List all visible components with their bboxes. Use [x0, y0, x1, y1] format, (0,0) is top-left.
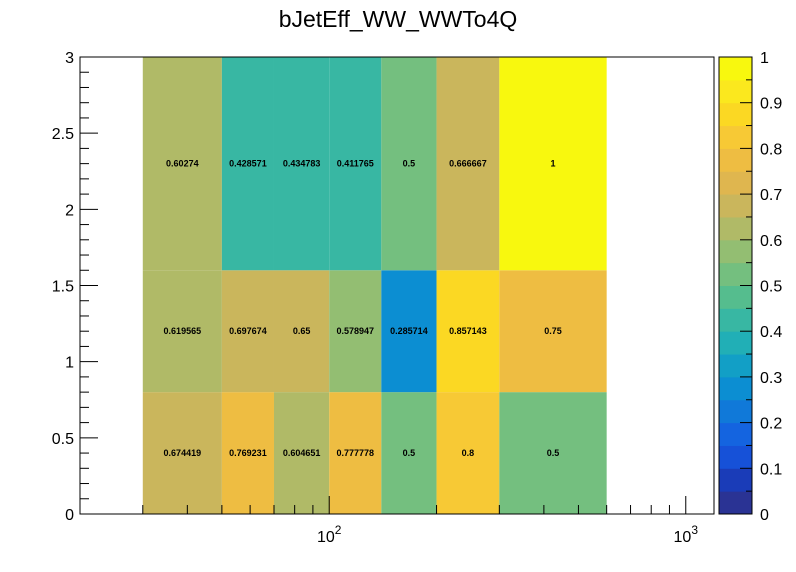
z-tick-label: 0.9: [760, 96, 782, 113]
heatmap-cell: [436, 270, 500, 393]
heatmap-cell: [381, 270, 437, 393]
y-tick-label: 1.5: [52, 279, 74, 296]
x-tick-exponent: 2: [335, 523, 342, 537]
cell-value-label: 1: [550, 159, 555, 169]
color-scale-band: [719, 262, 752, 286]
y-tick-label: 2.5: [52, 126, 74, 143]
heatmap-cell: [221, 270, 274, 393]
y-tick-label: 0.5: [52, 431, 74, 448]
color-scale-band: [719, 57, 752, 81]
z-tick-label: 0.2: [760, 416, 782, 433]
cell-value-label: 0.60274: [166, 159, 199, 169]
x-tick-exponent: 3: [691, 523, 698, 537]
heatmap-cell: [381, 57, 437, 271]
y-tick-label: 2: [65, 202, 74, 219]
color-scale-band: [719, 376, 752, 401]
heatmap-cell: [273, 392, 330, 514]
cell-value-label: 0.285714: [390, 326, 428, 336]
color-scale-band: [719, 422, 752, 446]
heatmap-cell: [499, 57, 607, 271]
heatmap-cell: [436, 392, 500, 514]
color-scale-band: [719, 445, 752, 469]
cell-value-label: 0.75: [544, 326, 562, 336]
z-tick-label: 0.3: [760, 370, 782, 387]
color-scale-band: [719, 102, 752, 127]
heatmap-cell: [329, 392, 382, 514]
color-scale: 0 0.1 0.2 0.3 0.4 0.5 0.6 0.7 0.8 0.9 1: [718, 50, 782, 524]
heatmap-cell: [381, 392, 437, 514]
cell-value-label: 0.5: [403, 159, 416, 169]
color-scale-band: [719, 491, 752, 515]
cell-value-label: 0.857143: [449, 326, 487, 336]
cell-value-label: 0.697674: [229, 326, 267, 336]
z-tick-label: 0: [760, 507, 769, 524]
x-tick-label: 102: [317, 523, 342, 546]
cell-value-label: 0.5: [403, 448, 416, 458]
z-tick-label: 0.7: [760, 187, 782, 204]
heatmap-cells: 0.674419 0.769231 0.604651 0.777778 0.5 0.8 0.…: [142, 57, 607, 514]
heatmap-cell: [142, 57, 222, 271]
heatmap-cell: [273, 270, 330, 393]
cell-value-label: 0.65: [293, 326, 311, 336]
cell-value-label: 0.578947: [336, 326, 374, 336]
heatmap-cell: [499, 392, 607, 514]
color-scale-band: [719, 125, 752, 149]
heatmap-cell: [142, 270, 222, 393]
color-scale-band: [719, 194, 752, 218]
heatmap-cell: [329, 57, 382, 271]
z-tick-label: 0.4: [760, 324, 782, 341]
heatmap-cell: [499, 270, 607, 393]
cell-value-label: 0.777778: [336, 448, 374, 458]
color-scale-band: [719, 216, 752, 241]
heatmap-cell: [329, 270, 382, 393]
y-tick-label: 3: [65, 50, 74, 67]
cell-value-label: 0.428571: [229, 159, 267, 169]
color-scale-band: [719, 308, 752, 332]
color-scale-band: [719, 285, 752, 309]
y-tick-label: 0: [65, 507, 74, 524]
cell-value-label: 0.769231: [229, 448, 267, 458]
y-tick-label: 1: [65, 355, 74, 372]
chart-title: bJetEff_WW_WWTo4Q: [279, 6, 518, 32]
heatmap-cell: [221, 392, 274, 514]
color-scale-band: [719, 171, 752, 195]
color-scale-band: [719, 399, 752, 424]
color-scale-band: [719, 331, 752, 355]
heatmap-cell: [273, 57, 330, 271]
cell-value-label: 0.619565: [164, 326, 202, 336]
heatmap-cell: [221, 57, 274, 271]
cell-value-label: 0.674419: [164, 448, 202, 458]
cell-value-label: 0.5: [547, 448, 560, 458]
heatmap-cell: [142, 392, 222, 514]
cell-value-label: 0.434783: [283, 159, 321, 169]
z-tick-label: 1: [760, 50, 769, 67]
color-scale-band: [719, 148, 752, 172]
cell-value-label: 0.8: [462, 448, 475, 458]
color-scale-band: [719, 354, 752, 378]
z-tick-label: 0.5: [760, 279, 782, 296]
cell-value-label: 0.604651: [283, 448, 321, 458]
z-tick-label: 0.6: [760, 233, 782, 250]
color-scale-band: [719, 79, 752, 104]
x-tick-base: 10: [317, 529, 335, 546]
cell-value-label: 0.666667: [449, 159, 487, 169]
color-scale-band: [719, 468, 752, 492]
heatmap-cell: [436, 57, 500, 271]
x-tick-base: 10: [674, 529, 692, 546]
z-tick-label: 0.1: [760, 461, 782, 478]
x-tick-label: 103: [674, 523, 699, 546]
z-tick-label: 0.8: [760, 141, 782, 158]
color-scale-band: [719, 239, 752, 264]
cell-value-label: 0.411765: [337, 159, 374, 169]
